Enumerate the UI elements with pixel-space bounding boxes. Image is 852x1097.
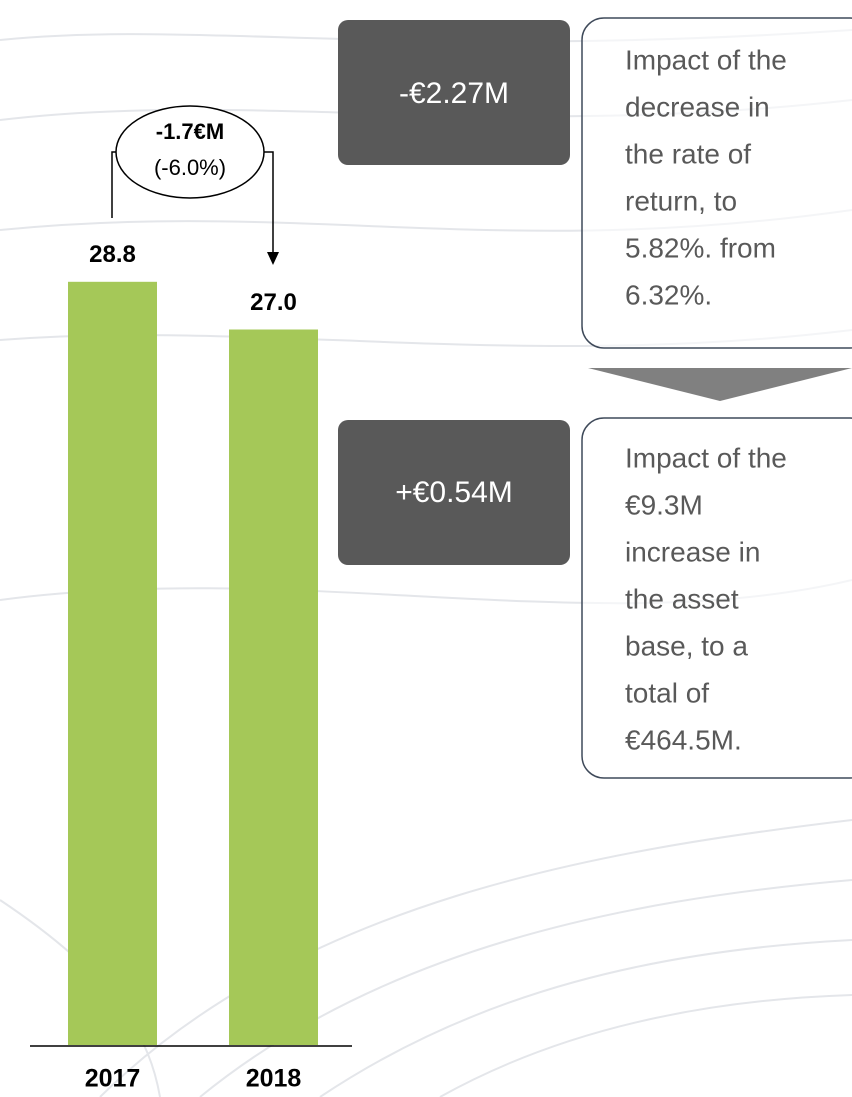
impact-note-line: decrease in [625, 91, 770, 122]
impact-amount: -€2.27M [399, 77, 509, 110]
impact-amount-box [338, 20, 570, 165]
impact-note-line: 5.82%. from [625, 232, 776, 263]
impact-note-line: return, to [625, 185, 737, 216]
value-label: 27.0 [250, 289, 297, 316]
x-tick-label: 2018 [246, 1065, 302, 1093]
impact-note-line: increase in [625, 536, 760, 567]
impact-note-line: base, to a [625, 630, 748, 661]
x-tick-label: 2017 [85, 1065, 141, 1093]
change-annotation: -1.7€M (-6.0%) [111, 105, 279, 265]
change-amount: -1.7€M [156, 119, 224, 144]
flow-arrow [588, 368, 852, 401]
impact-note-box [581, 17, 852, 349]
impact-note-line: 6.32%. [625, 279, 712, 310]
change-percent: (-6.0%) [154, 155, 226, 180]
bar [229, 329, 318, 1045]
impact-note-line: total of [625, 677, 709, 708]
impact-note-box [581, 417, 852, 779]
bar [68, 281, 157, 1045]
change-ellipse [115, 105, 265, 199]
impact-note-line: the asset [625, 583, 739, 614]
impact-amount: +€0.54M [395, 476, 513, 509]
impact-amount-box [338, 420, 570, 565]
impact-note-line: €9.3M [625, 489, 703, 520]
impact-note-line: the rate of [625, 138, 751, 169]
change-arrowhead [267, 252, 279, 265]
change-line-right [262, 151, 274, 254]
impact-note-line: Impact of the [625, 442, 787, 473]
impact-note-line: Impact of the [625, 44, 787, 75]
value-label: 28.8 [89, 241, 136, 268]
impact-note-line: €464.5M. [625, 724, 742, 755]
